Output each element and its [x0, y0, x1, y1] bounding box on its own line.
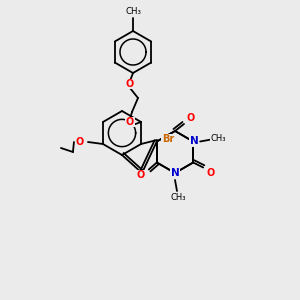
Text: O: O [137, 170, 145, 181]
Text: CH₃: CH₃ [210, 134, 226, 143]
Text: O: O [187, 113, 195, 123]
Text: O: O [206, 169, 214, 178]
Text: O: O [126, 117, 134, 127]
Text: Br: Br [162, 134, 174, 144]
Text: N: N [171, 168, 179, 178]
Text: O: O [76, 137, 84, 147]
Text: N: N [190, 136, 199, 146]
Text: CH₃: CH₃ [170, 194, 186, 202]
Text: CH₃: CH₃ [125, 8, 141, 16]
Text: O: O [126, 79, 134, 89]
